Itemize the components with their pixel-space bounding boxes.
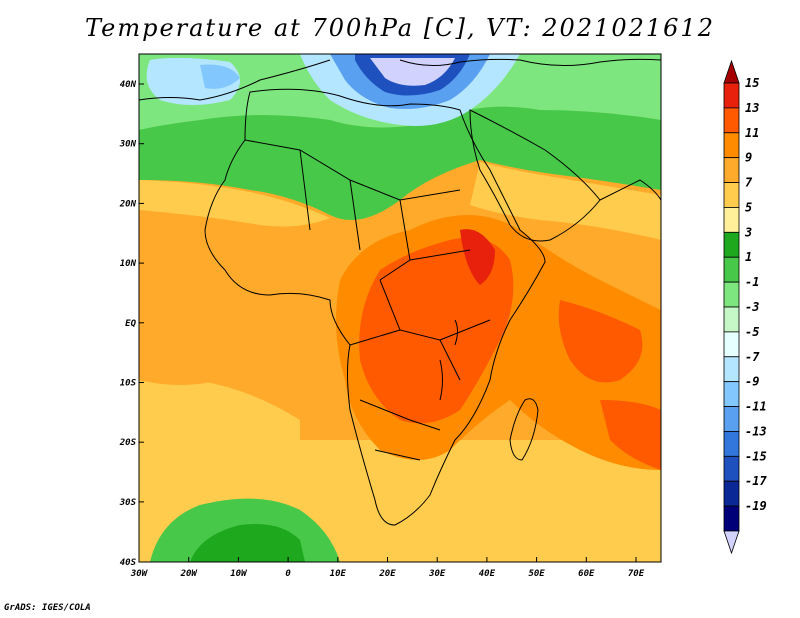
colorbar-label: -1 (745, 275, 759, 289)
colorbar-label: 7 (745, 176, 753, 190)
lon-label: 30E (428, 569, 446, 579)
colorbar-bottom-arrow (723, 530, 740, 555)
coastlines (139, 58, 661, 526)
latitude-labels: 40N 30N 20N 10N EQ 10S 20S 30S 40S (119, 80, 137, 568)
colorbar-label: 13 (745, 101, 759, 115)
lon-label: 40E (479, 569, 496, 579)
colorbar-label: -3 (745, 300, 759, 314)
temperature-map: 40N 30N 20N 10N EQ 10S 20S 30S 40S 30W 20W 10W 0 10E… (119, 53, 767, 579)
colorbar-swatch (723, 281, 740, 308)
lat-label: 20S (119, 438, 137, 448)
colorbar-top-arrow (723, 59, 740, 84)
map-title: Temperature at 700hPa [C], VT: 202102161… (85, 14, 715, 42)
colorbar-swatch (723, 207, 740, 233)
colorbar-swatch (723, 431, 740, 457)
lat-label: 40N (120, 80, 137, 90)
lon-label: 10W (230, 569, 248, 579)
lon-label: 20W (180, 569, 199, 579)
grads-credit: GrADS: IGES/COLA (4, 603, 91, 613)
colorbar-swatch (723, 182, 740, 208)
lat-label: 20N (119, 199, 137, 209)
colorbar-label: 1 (745, 250, 752, 264)
colorbar-label: -13 (745, 424, 767, 438)
axis-ticks (138, 83, 637, 563)
colorbar-label: -9 (745, 375, 759, 389)
colorbar-swatch (723, 231, 740, 258)
colorbar-label: -11 (745, 400, 767, 414)
colorbar-labels: 15 13 11 9 7 5 3 1 -1 -3 -5 -7 -9 -11 -13 -15 -17 -19 (744, 76, 767, 513)
colorbar (723, 59, 740, 555)
colorbar-label: 11 (745, 126, 759, 140)
colorbar-swatch (723, 82, 740, 109)
colorbar-label: -7 (745, 350, 760, 364)
lon-label: 50E (528, 569, 545, 579)
lat-label: 10S (120, 379, 137, 389)
colorbar-swatch (723, 157, 740, 183)
colorbar-swatch (723, 356, 740, 383)
colorbar-label: -15 (745, 449, 767, 463)
colorbar-label: -17 (745, 474, 767, 488)
colorbar-label: 15 (745, 76, 759, 90)
colorbar-label: -19 (745, 499, 767, 513)
lat-label: 30S (119, 498, 137, 508)
lat-label: EQ (125, 319, 136, 329)
colorbar-swatch (723, 256, 740, 283)
colorbar-swatch (723, 381, 740, 407)
lon-label: 10E (330, 569, 347, 579)
colorbar-label: 9 (745, 151, 752, 165)
colorbar-label: -5 (745, 325, 759, 339)
lat-label: 40S (120, 558, 137, 568)
temperature-field (139, 54, 661, 562)
lon-label: 70E (628, 569, 645, 579)
colorbar-swatch (723, 132, 740, 159)
lat-label: 10N (120, 259, 137, 269)
lon-label: 20E (378, 569, 396, 579)
colorbar-swatch (723, 406, 740, 432)
colorbar-label: 3 (744, 225, 752, 239)
colorbar-swatch (723, 480, 740, 507)
colorbar-swatch (723, 107, 740, 134)
colorbar-label: 5 (745, 200, 752, 214)
longitude-labels: 30W 20W 10W 0 10E 20E 30E 40E 50E 60E 70E (130, 569, 645, 579)
lon-label: 0 (285, 569, 291, 579)
lat-label: 30N (119, 140, 137, 150)
lon-label: 60E (578, 569, 595, 579)
lon-label: 30W (130, 569, 149, 579)
map-frame (138, 53, 662, 563)
colorbar-swatch (723, 331, 740, 358)
colorbar-swatch (723, 455, 740, 482)
colorbar-swatch (723, 306, 740, 333)
colorbar-swatch (723, 505, 740, 532)
